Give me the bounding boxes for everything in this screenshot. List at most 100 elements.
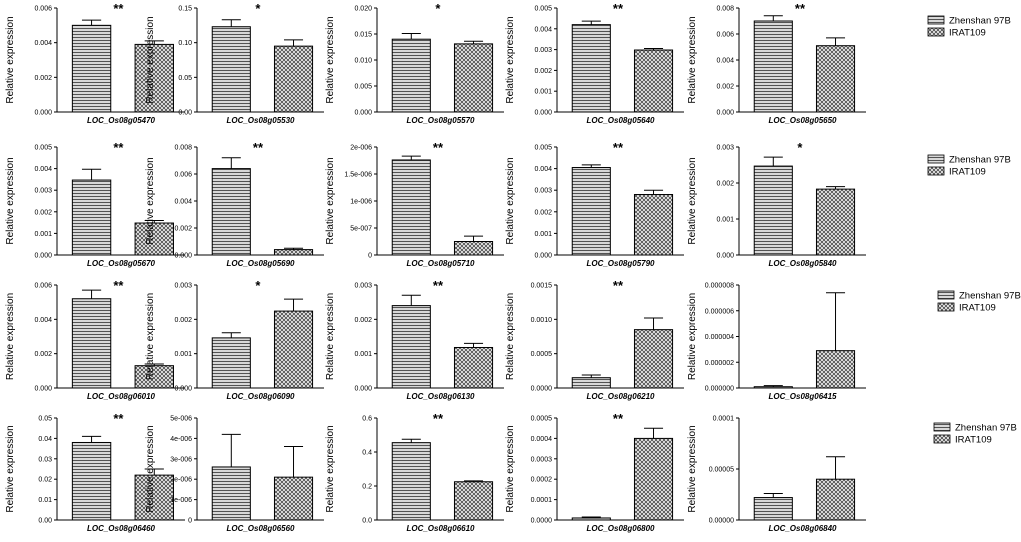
y-tick-label: 0.003 [534, 47, 552, 54]
bar-zhenshan-97b [211, 337, 251, 389]
gene-label: LOC_Os08g06090 [226, 392, 295, 401]
y-axis-label: Relative expression [145, 157, 156, 244]
y-tick-label: 0.006 [716, 32, 734, 39]
significance-marker: ** [795, 1, 806, 16]
y-axis-label: Relative expression [325, 425, 336, 512]
y-tick-label: 0.005 [534, 6, 552, 13]
y-tick-label: 0.004 [34, 40, 52, 47]
y-tick-label: 0.000 [716, 110, 734, 117]
y-axis-label: Relative expression [505, 16, 516, 103]
legend-swatch-zhenshan-97b [937, 290, 955, 300]
y-tick-label: 1e-006 [350, 199, 372, 206]
significance-marker: ** [613, 1, 624, 16]
significance-marker: * [797, 140, 803, 155]
y-tick-label: 0.003 [716, 145, 734, 152]
bar-irat109 [273, 45, 314, 113]
bar-irat109 [453, 43, 494, 113]
significance-marker: ** [113, 411, 124, 426]
y-tick-label: 0 [188, 518, 192, 525]
y-tick-label: 0.002 [34, 75, 52, 82]
y-axis-label: Relative expression [505, 425, 516, 512]
y-tick-label: 2e-006 [170, 477, 192, 484]
y-axis-label: Relative expression [145, 425, 156, 512]
bar-irat109 [633, 49, 674, 113]
y-tick-label: 0.0002 [531, 477, 553, 484]
significance-marker: ** [113, 278, 124, 293]
y-tick-label: 0.002 [34, 209, 52, 216]
significance-marker: * [435, 1, 441, 16]
y-axis-label: Relative expression [687, 293, 698, 380]
y-tick-label: 0.0001 [713, 416, 735, 423]
y-tick-label: 3e-006 [170, 456, 192, 463]
significance-marker: * [255, 278, 261, 293]
y-tick-label: 0.000 [534, 110, 552, 117]
bar-irat109 [453, 346, 494, 389]
y-tick-label: 0.03 [38, 456, 52, 463]
bar-irat109 [453, 481, 494, 521]
y-tick-label: 0.008 [174, 145, 192, 152]
y-tick-label: 0.005 [34, 145, 52, 152]
y-tick-label: 0.00 [178, 110, 192, 117]
gene-label: LOC_Os08g05670 [87, 259, 156, 268]
legend-label: IRAT109 [949, 167, 986, 178]
y-axis-label: Relative expression [5, 157, 16, 244]
gene-label: LOC_Os08g05530 [226, 116, 295, 125]
y-tick-label: 0.003 [174, 283, 192, 290]
y-axis-label: Relative expression [325, 16, 336, 103]
gene-label: LOC_Os08g06840 [768, 524, 837, 533]
y-tick-label: 0.002 [534, 209, 552, 216]
bar-irat109 [273, 476, 314, 521]
y-tick-label: 4e-006 [170, 436, 192, 443]
y-tick-label: 0.003 [534, 188, 552, 195]
y-tick-label: 0.01 [38, 497, 52, 504]
bar-irat109 [633, 194, 674, 256]
y-tick-label: 0.6 [362, 416, 372, 423]
y-tick-label: 0.0001 [531, 497, 553, 504]
y-tick-label: 0.4 [362, 450, 372, 457]
y-tick-label: 0.15 [178, 6, 192, 13]
y-axis-label: Relative expression [145, 293, 156, 380]
y-tick-label: 0.002 [34, 351, 52, 358]
y-tick-label: 0.004 [716, 58, 734, 65]
y-tick-label: 0.003 [34, 188, 52, 195]
bar-zhenshan-97b [391, 305, 431, 389]
y-axis-label: Relative expression [687, 425, 698, 512]
gene-label: LOC_Os08g05710 [406, 259, 475, 268]
gene-label: LOC_Os08g06610 [406, 524, 475, 533]
y-tick-label: 0.000 [174, 386, 192, 393]
y-tick-label: 0.0015 [531, 283, 553, 290]
bar-zhenshan-97b [211, 26, 251, 113]
y-tick-label: 5e-007 [350, 226, 372, 233]
bar-zhenshan-97b [571, 517, 611, 521]
y-tick-label: 0.000 [174, 253, 192, 260]
y-tick-label: 0.001 [174, 351, 192, 358]
y-axis-label: Relative expression [145, 16, 156, 103]
bar-zhenshan-97b [391, 38, 431, 113]
y-axis-label: Relative expression [687, 16, 698, 103]
y-tick-label: 0.05 [38, 416, 52, 423]
legend-swatch-zhenshan-97b [927, 154, 945, 164]
y-tick-label: 0.0004 [531, 436, 553, 443]
legend-swatch-zhenshan-97b [933, 422, 951, 432]
y-tick-label: 0.006 [174, 172, 192, 179]
y-tick-label: 0.10 [178, 40, 192, 47]
y-tick-label: 0.0010 [531, 317, 553, 324]
legend-swatch-irat109 [927, 27, 945, 37]
bar-irat109 [134, 43, 174, 113]
bar-irat109 [273, 249, 314, 256]
bar-irat109 [134, 222, 174, 256]
bar-zhenshan-97b [753, 497, 793, 521]
y-tick-label: 0.00000 [709, 518, 734, 525]
y-tick-label: 0.003 [354, 283, 372, 290]
bar-zhenshan-97b [753, 20, 793, 113]
y-tick-label: 0.004 [534, 26, 552, 33]
significance-marker: ** [113, 1, 124, 16]
y-tick-label: 0.006 [34, 6, 52, 13]
significance-marker: ** [613, 140, 624, 155]
y-tick-label: 0.002 [354, 317, 372, 324]
legend-swatch-irat109 [933, 434, 951, 444]
y-tick-label: 0.0005 [531, 416, 553, 423]
y-tick-label: 0.000006 [705, 308, 734, 315]
legend-label: IRAT109 [955, 435, 992, 446]
